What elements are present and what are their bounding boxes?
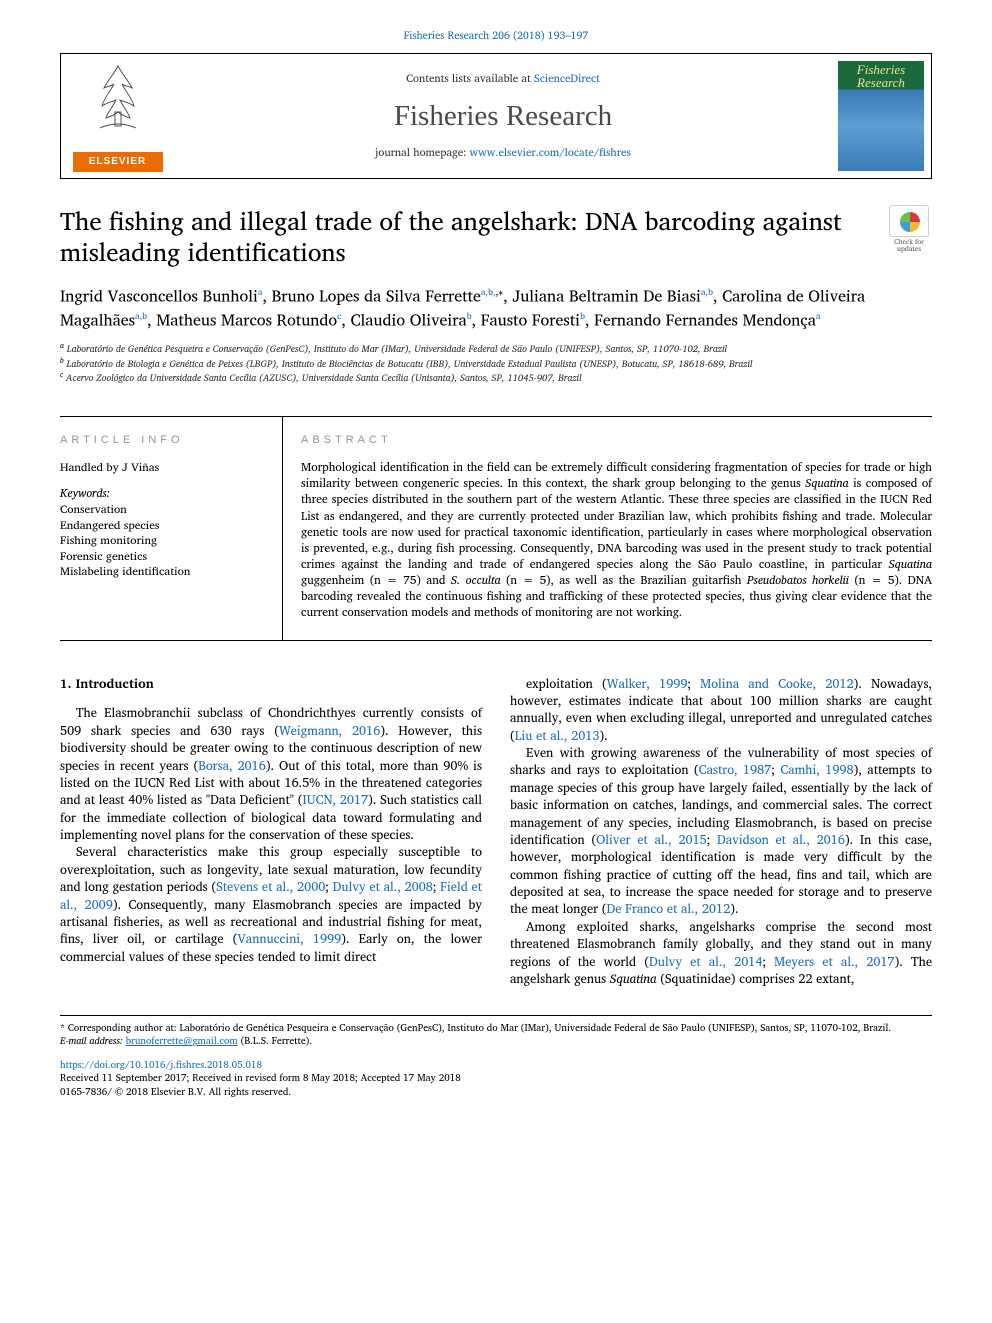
article-info-column: ARTICLE INFO Handled by J Viñas Keywords… [60, 417, 282, 640]
corresponding-email-link[interactable]: brunoferrette@gmail.com [126, 1033, 238, 1049]
email-footnote: E-mail address: brunoferrette@gmail.com … [60, 1035, 932, 1048]
footnote-rule [60, 1015, 932, 1016]
affiliations: a Laboratório de Genética Pesqueira e Co… [60, 342, 932, 386]
page-citation[interactable]: Fisheries Research 206 (2018) 193–197 [0, 0, 992, 53]
contents-lists-line: Contents lists available at ScienceDirec… [406, 71, 600, 86]
elsevier-logo-block: ELSEVIER [61, 54, 175, 178]
elsevier-tree-icon [85, 60, 151, 136]
crossmark-icon [889, 205, 929, 237]
page-footer: * Corresponding author at: Laboratório d… [60, 1015, 932, 1100]
journal-header-box: ELSEVIER Contents lists available at Sci… [60, 53, 932, 179]
email-label: E-mail address: [60, 1033, 123, 1049]
handled-by: Handled by J Viñas [60, 460, 264, 476]
email-who: (B.L.S. Ferrette). [241, 1033, 312, 1049]
body-text-columns: 1. Introduction The Elasmobranchii subcl… [60, 675, 932, 988]
affiliation-item: c Acervo Zoológico da Universidade Santa… [60, 371, 932, 386]
check-updates-label: Check for updates [894, 237, 924, 255]
cover-title: FisheriesResearch [838, 63, 924, 90]
journal-header-center: Contents lists available at ScienceDirec… [175, 54, 831, 178]
authors-list: Ingrid Vasconcellos Bunholia, Bruno Lope… [60, 285, 932, 332]
body-paragraph: Even with growing awareness of the vulne… [510, 744, 932, 918]
affiliation-item: a Laboratório de Genética Pesqueira e Co… [60, 342, 932, 357]
journal-homepage-line: journal homepage: www.elsevier.com/locat… [375, 145, 631, 160]
copyright-line: 0165-7836/ © 2018 Elsevier B.V. All righ… [60, 1086, 932, 1100]
keyword-item: Mislabeling identification [60, 564, 264, 580]
journal-homepage-link[interactable]: www.elsevier.com/locate/fishres [470, 143, 631, 161]
affiliation-item: b Laboratório de Biologia e Genética de … [60, 357, 932, 372]
article-title: The fishing and illegal trade of the ang… [60, 205, 932, 268]
homepage-prefix: journal homepage: [375, 143, 469, 161]
abstract-text: Morphological identification in the fiel… [301, 460, 932, 621]
article-info-heading: ARTICLE INFO [60, 417, 264, 460]
abstract-column: ABSTRACT Morphological identification in… [282, 417, 932, 640]
abstract-bottom-rule [60, 640, 932, 641]
body-paragraph: exploitation (Walker, 1999; Molina and C… [510, 675, 932, 745]
intro-heading: 1. Introduction [60, 675, 482, 693]
elsevier-wordmark: ELSEVIER [73, 152, 163, 172]
body-paragraph: Several characteristics make this group … [60, 843, 482, 965]
sciencedirect-link[interactable]: ScienceDirect [534, 69, 600, 87]
body-paragraph: The Elasmobranchii subclass of Chondrich… [60, 704, 482, 843]
journal-cover-thumb-container: FisheriesResearch [831, 54, 931, 178]
body-paragraph: Among exploited sharks, angelsharks comp… [510, 918, 932, 988]
check-for-updates[interactable]: Check for updates [886, 205, 932, 254]
contents-prefix: Contents lists available at [406, 69, 534, 87]
journal-cover-thumb: FisheriesResearch [838, 61, 924, 171]
journal-name: Fisheries Research [394, 96, 612, 137]
abstract-heading: ABSTRACT [301, 417, 932, 460]
